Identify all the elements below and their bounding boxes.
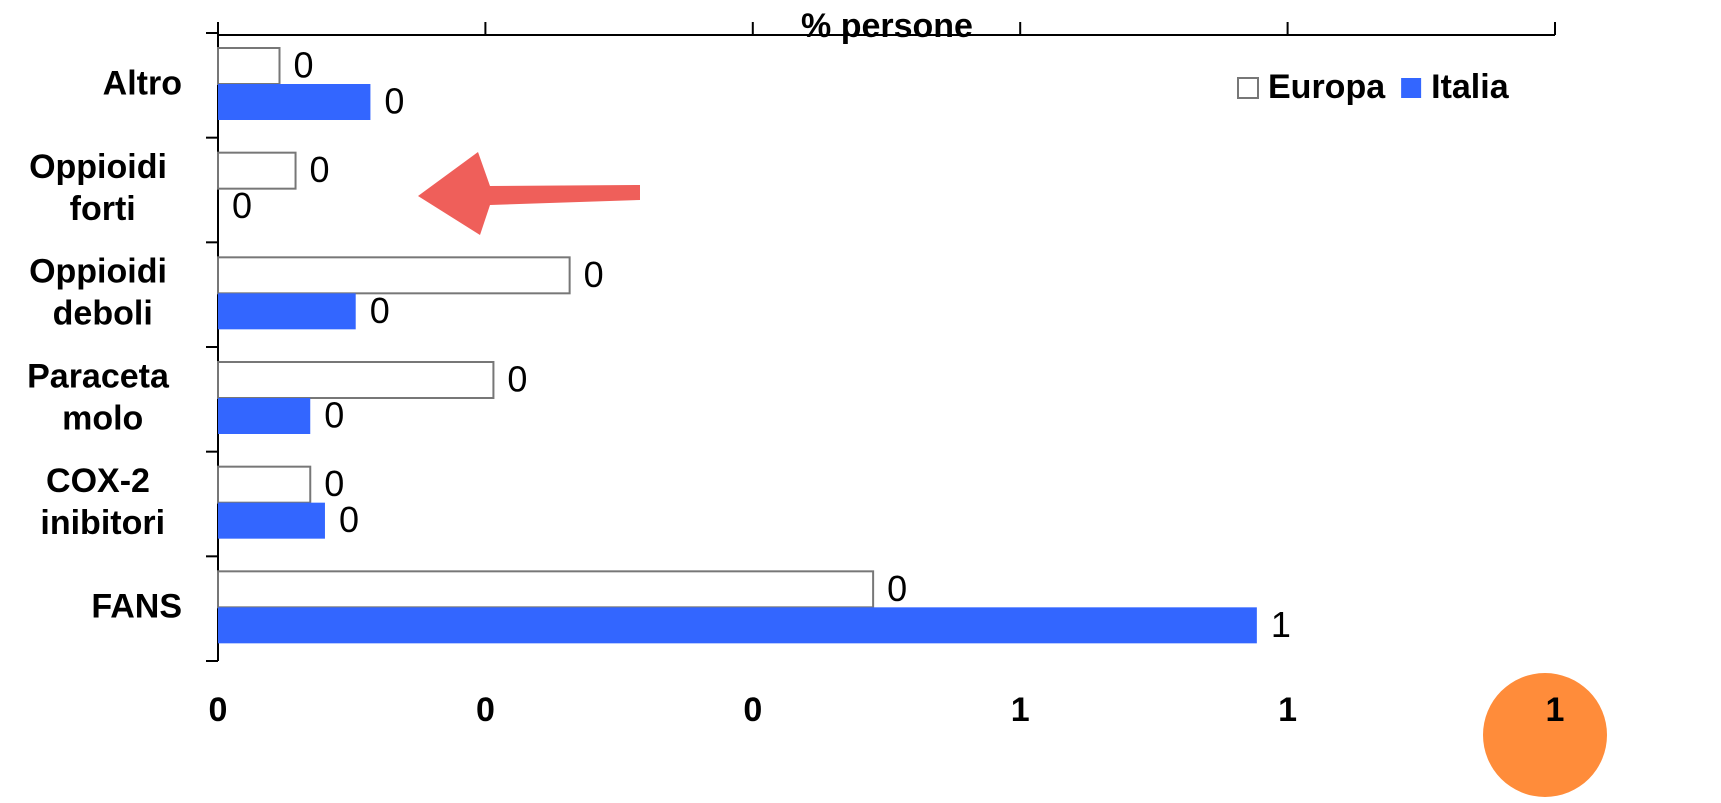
value-label: 0	[507, 359, 527, 400]
bar	[218, 398, 310, 434]
bar	[218, 607, 1257, 643]
bar	[218, 293, 356, 329]
value-label: 0	[310, 149, 330, 190]
axis-title: % persone	[801, 7, 973, 45]
value-label: 0	[294, 45, 314, 86]
x-tick-label: 0	[743, 691, 762, 729]
value-label: 0	[384, 81, 404, 122]
value-label: 0	[232, 185, 252, 226]
value-label: 0	[370, 290, 390, 331]
y-tick-label: FANS	[91, 588, 182, 626]
y-tick-label: Oppioidi forti	[29, 148, 167, 228]
value-label: 0	[339, 499, 359, 540]
bar	[218, 571, 873, 607]
y-tick-label: Altro	[103, 64, 182, 102]
bar	[218, 467, 310, 503]
y-tick-label: COX-2 inibitori	[31, 462, 165, 542]
x-tick-label: 0	[209, 691, 228, 729]
x-tick-label: 0	[476, 691, 495, 729]
bar	[218, 48, 280, 84]
value-label: 1	[1271, 604, 1291, 645]
x-tick-label: 1	[1546, 691, 1565, 729]
bar	[218, 257, 570, 293]
value-label: 0	[324, 395, 344, 436]
legend-swatch	[1238, 78, 1258, 98]
arrow	[418, 152, 640, 235]
legend-label: Europa	[1268, 68, 1386, 106]
x-tick-label: 1	[1011, 691, 1030, 729]
bar	[218, 153, 296, 189]
x-tick-label: 1	[1278, 691, 1297, 729]
value-label: 0	[887, 568, 907, 609]
chart: % persone 000111AltroOppioidi fortiOppio…	[0, 0, 1721, 803]
bar	[218, 503, 325, 539]
bar	[218, 84, 370, 120]
value-label: 0	[584, 254, 604, 295]
legend-label: Italia	[1431, 68, 1510, 106]
bar	[218, 362, 493, 398]
value-label: 0	[324, 463, 344, 504]
y-tick-label: Paraceta molo	[27, 357, 170, 437]
legend-swatch	[1401, 78, 1421, 98]
y-tick-label: Oppioidi deboli	[29, 253, 167, 333]
